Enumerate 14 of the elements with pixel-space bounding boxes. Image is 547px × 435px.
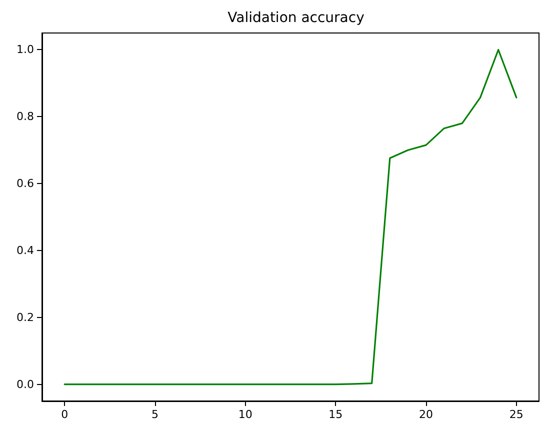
x-tick-label: 20 — [419, 408, 434, 421]
line-series — [64, 48, 518, 386]
y-tick-label: 1.0 — [16, 43, 34, 56]
y-tick-label: 0.6 — [16, 177, 34, 190]
y-tick-label: 0.2 — [16, 310, 34, 324]
y-tick-label: 0.0 — [16, 378, 34, 391]
x-tick-label: 5 — [151, 408, 158, 421]
y-tick-label: 0.8 — [16, 110, 34, 124]
chart-title: Validation accuracy — [228, 10, 364, 26]
y-tick-label: 0.4 — [16, 244, 34, 257]
x-tick-label: 10 — [238, 408, 252, 421]
x-tick-label: 0 — [61, 408, 68, 421]
x-tick-label: 15 — [328, 408, 343, 421]
x-tick-label: 25 — [509, 408, 524, 421]
